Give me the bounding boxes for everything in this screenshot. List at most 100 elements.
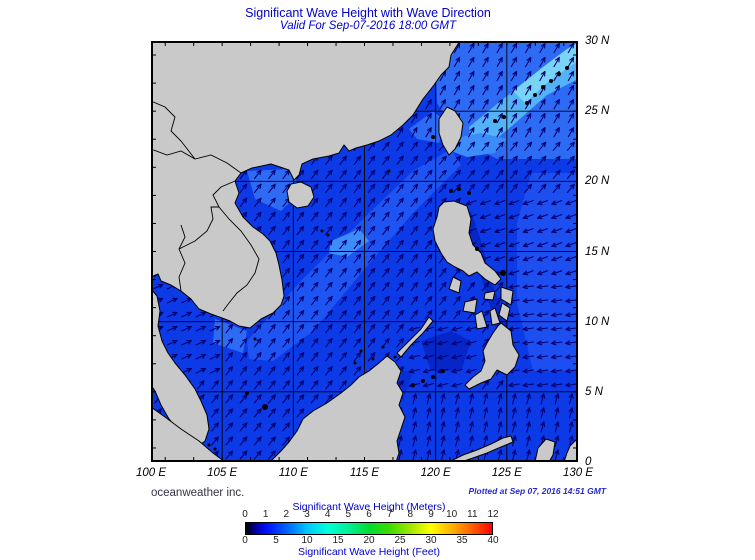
feet-tick: 15 — [332, 535, 344, 546]
lon-label: 110 E — [278, 467, 308, 479]
feet-tick: 25 — [394, 535, 406, 546]
lon-label: 120 E — [420, 467, 451, 479]
meters-tick: 11 — [467, 509, 478, 520]
land-panay — [462, 298, 478, 314]
meters-tick: 8 — [407, 509, 414, 520]
islet — [431, 375, 435, 379]
islet — [253, 337, 257, 341]
meters-tick: 9 — [428, 509, 434, 520]
islet — [262, 404, 268, 410]
patch-luzon-strait-light — [451, 133, 507, 157]
lat-label: 10 N — [585, 315, 610, 328]
islet — [467, 191, 471, 195]
lon-label: 125 E — [491, 467, 522, 479]
land-cebu — [489, 307, 501, 326]
feet-tick: 20 — [363, 535, 375, 546]
lat-label: 0 — [585, 456, 592, 468]
islet — [565, 66, 569, 70]
islet — [381, 345, 385, 349]
plotted-timestamp: Plotted at Sep 07, 2016 14:51 GMT — [468, 486, 606, 496]
islet — [411, 383, 415, 387]
lon-label: 100 E — [135, 467, 167, 479]
lat-label: 20 N — [585, 175, 610, 188]
land-sulawesi-main — [534, 438, 556, 462]
islet — [213, 447, 217, 451]
land-negros — [474, 310, 488, 330]
land-hainan — [286, 181, 315, 209]
land-malay-peninsula — [151, 288, 210, 448]
land-samar — [500, 286, 514, 306]
land-palawan — [396, 316, 434, 358]
lat-label: 30 N — [585, 35, 610, 47]
feet-tick: 30 — [425, 535, 437, 546]
land-masses — [151, 41, 578, 462]
feet-tick: 10 — [301, 535, 313, 546]
islet — [387, 169, 391, 173]
land-sulawesi-arm — [448, 435, 514, 462]
islet — [493, 119, 497, 123]
map — [151, 41, 578, 462]
islet — [245, 391, 249, 395]
lon-label: 105 E — [207, 467, 238, 479]
islet — [533, 93, 537, 97]
islet — [475, 247, 479, 251]
land-sumatra — [151, 406, 226, 462]
islet — [371, 357, 375, 361]
country-borders — [151, 100, 260, 312]
meters-tick: 1 — [262, 509, 269, 520]
feet-tick: 35 — [456, 535, 468, 546]
patch-scs-central-band — [247, 149, 461, 361]
degree-ticks — [151, 41, 578, 462]
islet — [393, 355, 397, 359]
plot-subtitle: Valid For Sep-07-2016 18:00 GMT — [280, 20, 456, 32]
feet-tick: 40 — [487, 535, 499, 546]
branding-text: oceanweather inc. — [151, 487, 245, 499]
meters-tick: 4 — [324, 509, 331, 520]
islet — [449, 189, 453, 193]
patch-scs-bright-patch — [329, 229, 369, 257]
land-taiwan — [438, 106, 464, 156]
land-masbate — [483, 290, 496, 301]
land-asia-mainland — [151, 41, 461, 329]
islet — [502, 115, 506, 119]
patch-gulf-thailand-light — [213, 319, 247, 353]
meters-tick: 0 — [242, 509, 248, 520]
islet — [525, 101, 529, 105]
meters-tick: 2 — [283, 509, 290, 520]
land-mindanao — [464, 322, 520, 390]
islet — [326, 233, 330, 237]
colorbar — [245, 522, 493, 535]
islet — [320, 229, 324, 233]
islet — [421, 379, 425, 383]
land-borneo — [268, 355, 406, 462]
islet — [441, 369, 445, 373]
plot-title: Significant Wave Height with Wave Direct… — [245, 6, 491, 20]
meters-tick: 5 — [345, 509, 352, 520]
meters-tick: 6 — [366, 509, 372, 520]
land-leyte — [498, 302, 511, 322]
lon-label: 115 E — [349, 467, 380, 479]
legend-title-meters: Significant Wave Height (Meters) — [292, 501, 446, 513]
small-islands — [207, 66, 569, 451]
legend-title-feet: Significant Wave Height (Feet) — [297, 546, 441, 558]
lat-label: 15 N — [585, 245, 610, 258]
land-luzon — [432, 200, 502, 286]
islet — [557, 72, 561, 76]
meters-tick: 10 — [446, 509, 458, 520]
meters-tick: 3 — [304, 509, 310, 520]
islet — [500, 270, 506, 276]
meters-tick: 7 — [386, 509, 393, 520]
islet — [541, 85, 545, 89]
lon-label: 130 E — [562, 467, 594, 479]
feet-tick: 0 — [242, 535, 248, 546]
lat-label: 5 N — [585, 385, 603, 398]
land-mindoro — [448, 276, 462, 294]
meters-tick: 12 — [487, 509, 499, 520]
islet — [207, 443, 211, 447]
lat-label: 25 N — [585, 105, 610, 118]
islet — [549, 79, 553, 83]
islet — [457, 187, 461, 191]
islet — [359, 349, 363, 353]
feet-tick: 5 — [273, 535, 279, 546]
